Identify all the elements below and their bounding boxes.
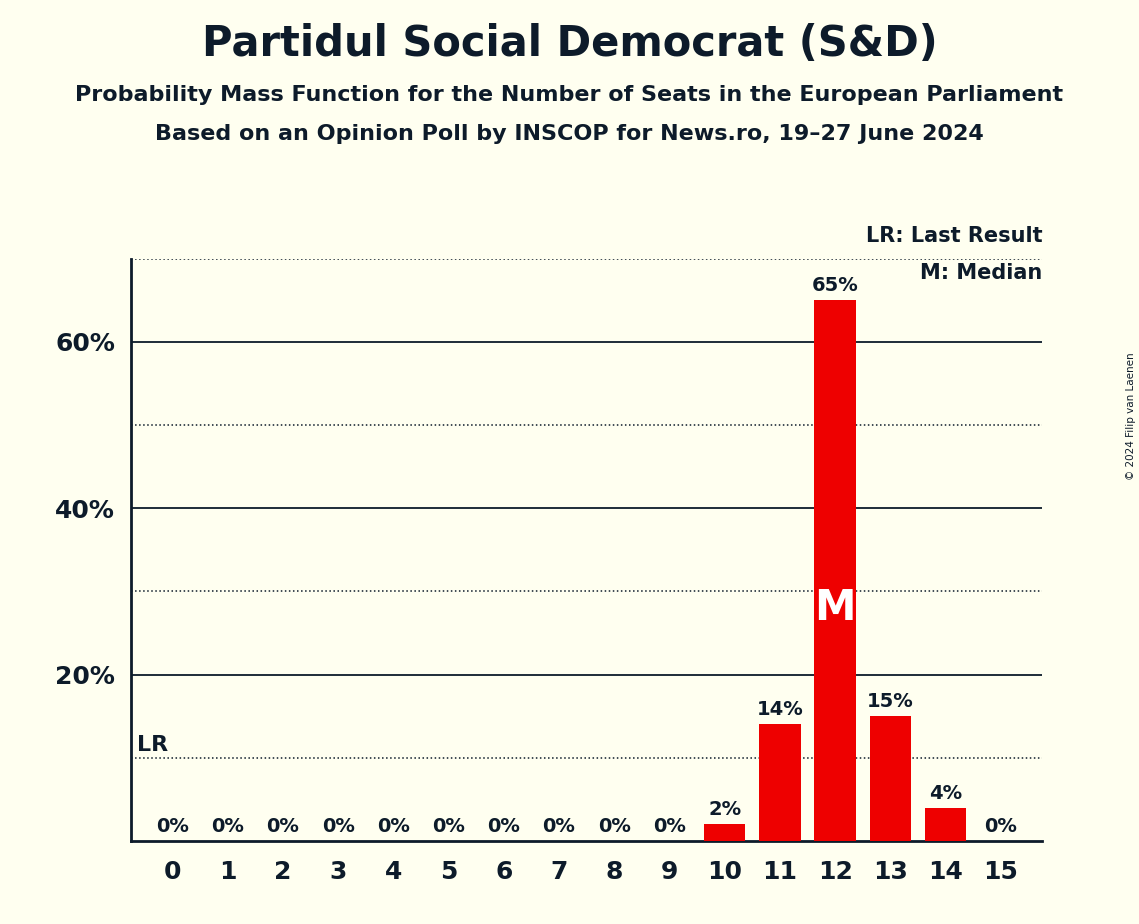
Text: 0%: 0% xyxy=(211,817,244,836)
Text: © 2024 Filip van Laenen: © 2024 Filip van Laenen xyxy=(1126,352,1136,480)
Text: 0%: 0% xyxy=(542,817,575,836)
Text: 0%: 0% xyxy=(432,817,465,836)
Text: 0%: 0% xyxy=(653,817,686,836)
Text: 0%: 0% xyxy=(321,817,354,836)
Bar xyxy=(869,716,911,841)
Bar xyxy=(814,300,855,841)
Text: M: M xyxy=(814,588,855,629)
Text: 0%: 0% xyxy=(598,817,631,836)
Text: Partidul Social Democrat (S&D): Partidul Social Democrat (S&D) xyxy=(202,23,937,65)
Bar xyxy=(925,808,966,841)
Bar xyxy=(760,724,801,841)
Text: 14%: 14% xyxy=(756,700,803,720)
Text: 15%: 15% xyxy=(867,692,913,711)
Text: 0%: 0% xyxy=(156,817,189,836)
Text: 2%: 2% xyxy=(708,800,741,820)
Bar xyxy=(704,824,745,841)
Text: 65%: 65% xyxy=(812,276,859,296)
Text: 4%: 4% xyxy=(929,784,962,803)
Text: LR: Last Result: LR: Last Result xyxy=(866,226,1042,247)
Text: 0%: 0% xyxy=(267,817,300,836)
Text: M: Median: M: Median xyxy=(920,263,1042,284)
Text: 0%: 0% xyxy=(377,817,410,836)
Text: Probability Mass Function for the Number of Seats in the European Parliament: Probability Mass Function for the Number… xyxy=(75,85,1064,105)
Text: LR: LR xyxy=(137,736,167,755)
Text: Based on an Opinion Poll by INSCOP for News.ro, 19–27 June 2024: Based on an Opinion Poll by INSCOP for N… xyxy=(155,124,984,144)
Text: 0%: 0% xyxy=(984,817,1017,836)
Text: 0%: 0% xyxy=(487,817,521,836)
